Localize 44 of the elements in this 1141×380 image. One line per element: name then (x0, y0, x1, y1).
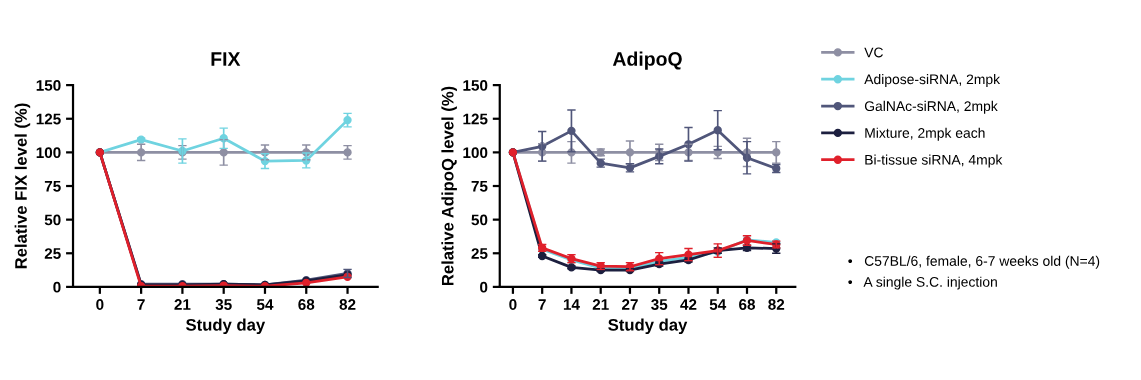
y-tick-label: 75 (471, 181, 488, 192)
x-tick-label: 21 (174, 299, 191, 310)
y-axis-title: Relative FIX level (%) (14, 103, 31, 269)
x-tick-label: 68 (739, 299, 756, 310)
x-tick-label: 0 (96, 299, 104, 310)
y-tick-label: 25 (44, 248, 61, 259)
x-tick-label: 54 (256, 299, 274, 310)
text: • C57BL/6, female, 6-7 weeks old (N=4) (848, 255, 1100, 269)
x-tick-label: 82 (339, 299, 356, 310)
y-tick-label: 150 (36, 79, 61, 91)
y-tick-label: 125 (463, 113, 488, 125)
y-tick-label: 50 (44, 214, 61, 226)
y-tick-label: 50 (471, 214, 488, 226)
x-tick-label: 7 (538, 299, 546, 310)
x-tick-label: 82 (768, 299, 785, 310)
y-tick-label: 75 (44, 181, 61, 192)
text: • A single S.C. injection (848, 276, 997, 290)
y-tick-label: 0 (53, 281, 61, 293)
chart-title: AdipoQ (612, 51, 682, 70)
x-axis-title: Study day (608, 318, 688, 335)
chart-title: FIX (211, 52, 241, 66)
x-tick-label: 14 (563, 299, 580, 310)
y-tick-label: 25 (471, 248, 488, 259)
x-tick-label: 0 (509, 299, 517, 310)
x-tick-label: 68 (298, 299, 315, 310)
x-tick-label: 21 (592, 299, 609, 310)
y-tick-label: 100 (36, 147, 61, 159)
x-tick-label: 27 (622, 299, 638, 310)
x-tick-label: 35 (215, 299, 232, 310)
y-tick-label: 125 (36, 113, 61, 125)
y-axis-title: Relative AdipoQ level (%) (441, 86, 457, 286)
y-tick-label: 100 (463, 147, 488, 159)
x-tick-label: 42 (680, 299, 697, 310)
legend-label: Adipose-siRNA, 2mpk (864, 74, 1001, 87)
x-tick-label: 7 (137, 299, 145, 310)
x-tick-label: 35 (651, 299, 668, 310)
legend-label: VC (864, 47, 883, 58)
legend-label: Mixture, 2mpk each (865, 127, 985, 141)
legend-label: Bi-tissue siRNA, 4mpk (865, 154, 1003, 168)
legend-label: GalNAc-siRNA, 2mpk (864, 100, 998, 114)
x-axis-title: Study day (186, 318, 266, 335)
x-tick-label: 54 (709, 299, 727, 310)
y-tick-label: 150 (463, 79, 488, 91)
y-tick-label: 0 (480, 281, 488, 293)
